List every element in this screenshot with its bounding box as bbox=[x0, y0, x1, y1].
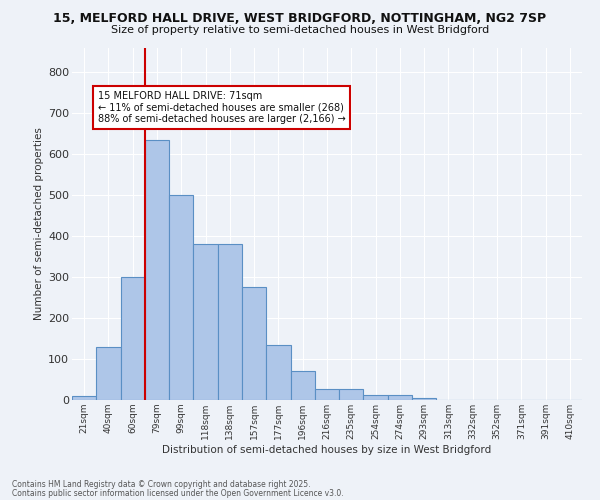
Bar bbox=[169, 195, 193, 400]
Text: Contains public sector information licensed under the Open Government Licence v3: Contains public sector information licen… bbox=[12, 488, 344, 498]
Text: 15 MELFORD HALL DRIVE: 71sqm
← 11% of semi-detached houses are smaller (268)
88%: 15 MELFORD HALL DRIVE: 71sqm ← 11% of se… bbox=[97, 90, 345, 124]
Bar bbox=[218, 244, 242, 400]
Bar bbox=[121, 277, 145, 400]
Bar bbox=[364, 395, 388, 400]
Text: Size of property relative to semi-detached houses in West Bridgford: Size of property relative to semi-detach… bbox=[111, 25, 489, 35]
Y-axis label: Number of semi-detached properties: Number of semi-detached properties bbox=[34, 128, 44, 320]
Text: 15, MELFORD HALL DRIVE, WEST BRIDGFORD, NOTTINGHAM, NG2 7SP: 15, MELFORD HALL DRIVE, WEST BRIDGFORD, … bbox=[53, 12, 547, 26]
Bar bbox=[242, 288, 266, 400]
Bar bbox=[145, 140, 169, 400]
Bar bbox=[96, 346, 121, 400]
Bar bbox=[193, 244, 218, 400]
Bar bbox=[339, 388, 364, 400]
Bar bbox=[412, 398, 436, 400]
Bar bbox=[266, 344, 290, 400]
Bar bbox=[315, 388, 339, 400]
Text: Contains HM Land Registry data © Crown copyright and database right 2025.: Contains HM Land Registry data © Crown c… bbox=[12, 480, 311, 489]
Bar bbox=[388, 395, 412, 400]
Bar bbox=[290, 372, 315, 400]
Bar bbox=[72, 396, 96, 400]
X-axis label: Distribution of semi-detached houses by size in West Bridgford: Distribution of semi-detached houses by … bbox=[163, 444, 491, 454]
